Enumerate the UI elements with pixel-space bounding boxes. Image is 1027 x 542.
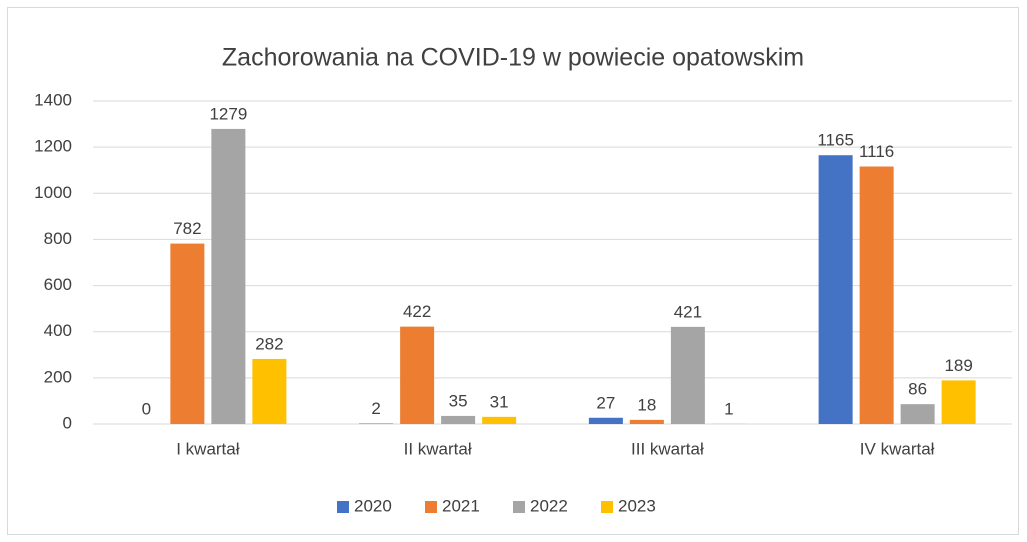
chart-title: Zachorowania na COVID-19 w powiecie opat…: [222, 44, 804, 72]
x-tick-label: III kwartał: [631, 439, 704, 458]
bar: [859, 166, 894, 424]
bar: [482, 416, 517, 424]
data-label: 31: [490, 392, 509, 411]
data-label: 1: [724, 399, 733, 418]
y-tick-label: 0: [63, 413, 72, 432]
data-label: 86: [908, 380, 927, 399]
legend-label: 2021: [442, 496, 480, 515]
x-tick-label: II kwartał: [404, 439, 472, 458]
bar: [629, 419, 664, 424]
legend-label: 2023: [618, 496, 656, 515]
bar: [818, 155, 853, 425]
x-tick-label: I kwartał: [176, 439, 240, 458]
y-tick-label: 1000: [34, 183, 72, 202]
bar: [252, 358, 287, 424]
data-label: 27: [596, 393, 615, 412]
legend-swatch: [601, 501, 613, 513]
data-label: 2: [371, 399, 380, 418]
legend-label: 2020: [354, 496, 392, 515]
data-label: 189: [944, 356, 972, 375]
data-label: 782: [173, 219, 201, 238]
y-tick-label: 1400: [34, 90, 72, 109]
y-tick-label: 800: [44, 229, 72, 248]
data-label: 1279: [209, 104, 247, 123]
y-tick-label: 600: [44, 275, 72, 294]
y-tick-label: 200: [44, 367, 72, 386]
y-tick-label: 400: [44, 321, 72, 340]
data-label: 421: [674, 302, 702, 321]
bar: [400, 326, 435, 424]
bar: [170, 243, 205, 424]
bar: [941, 380, 976, 424]
data-label: 422: [403, 302, 431, 321]
data-label: 1116: [859, 142, 894, 161]
data-label: 282: [255, 334, 283, 353]
legend-swatch: [513, 501, 525, 513]
data-label: 0: [142, 399, 151, 418]
legend-swatch: [425, 501, 437, 513]
data-label: 35: [449, 391, 468, 410]
legend-label: 2022: [530, 496, 568, 515]
bar: [211, 128, 246, 424]
data-label: 18: [637, 395, 656, 414]
bar: [670, 326, 705, 424]
bar: [900, 404, 935, 424]
legend-swatch: [337, 501, 349, 513]
bar: [441, 415, 476, 424]
data-label: 1165: [817, 131, 854, 150]
bar: [588, 417, 623, 424]
y-tick-label: 1200: [34, 137, 72, 156]
x-tick-label: IV kwartał: [860, 439, 935, 458]
